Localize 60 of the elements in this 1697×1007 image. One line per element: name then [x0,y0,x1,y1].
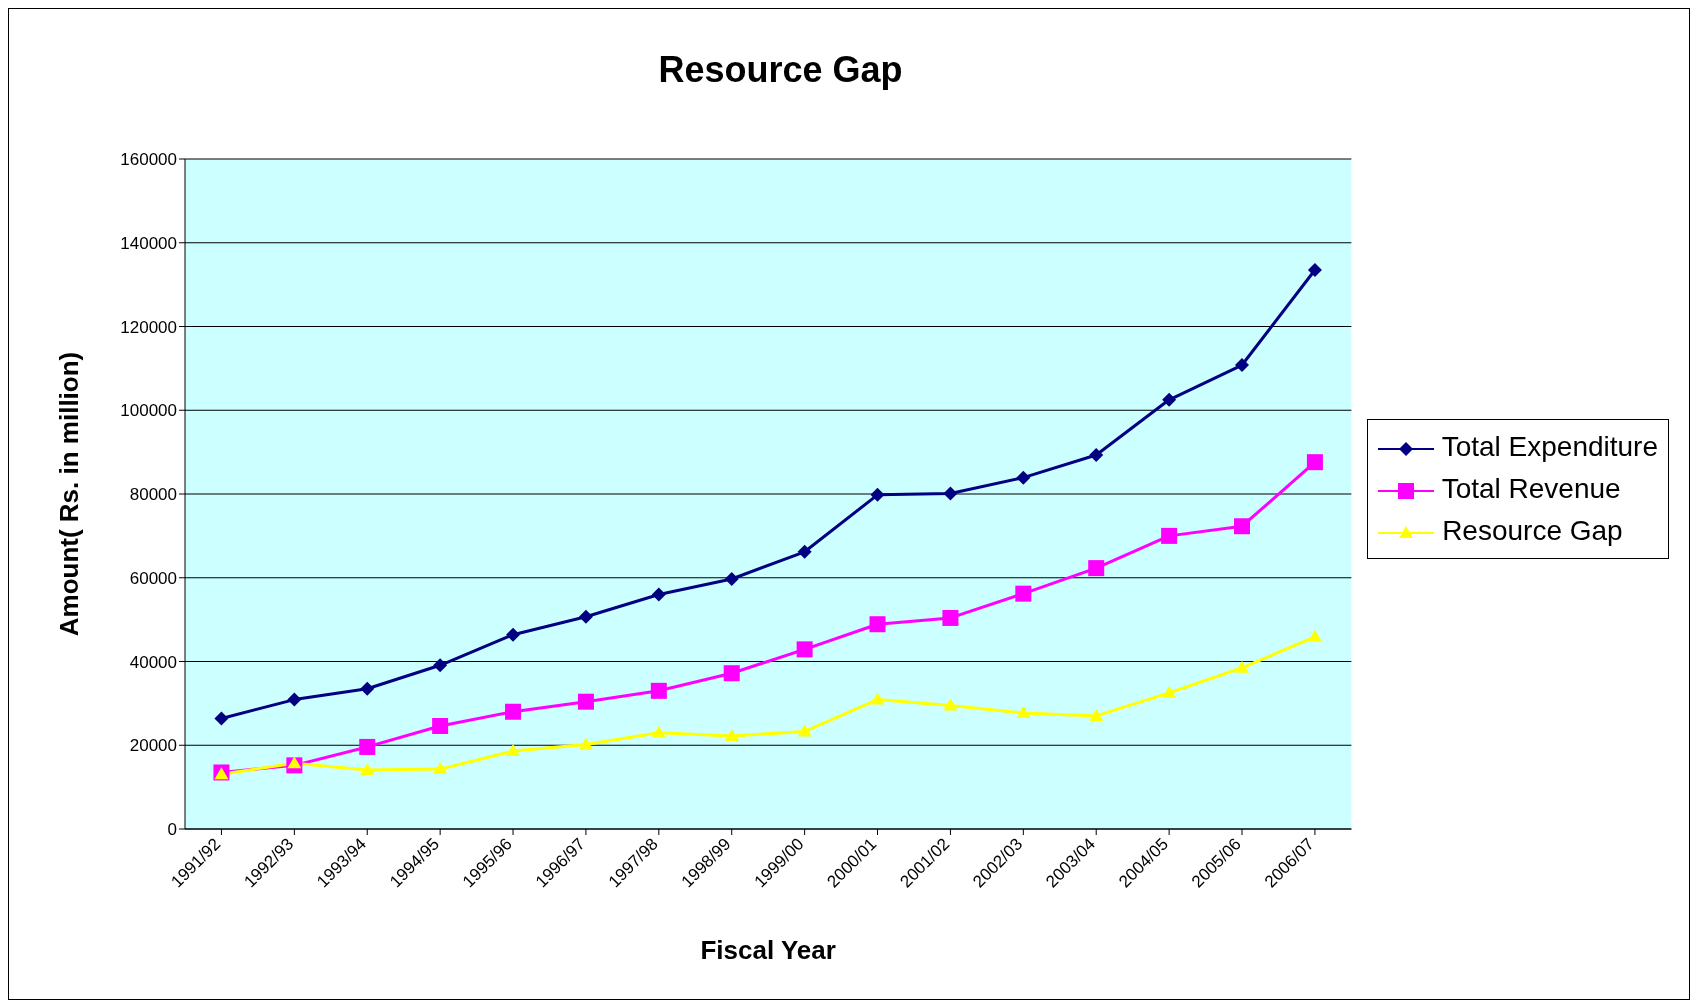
y-tick-label: 140000 [120,233,177,253]
point [1088,560,1105,577]
point [578,609,593,624]
point [651,587,666,602]
point [651,725,666,738]
point [1016,470,1031,485]
point [1162,392,1177,407]
point [506,627,521,642]
point [1307,629,1322,642]
point [724,729,739,742]
point [1015,585,1032,602]
chart-title: Resource Gap [657,49,904,91]
y-axis-title: Amount( Rs. in million) [54,351,85,637]
point [869,616,886,633]
legend-label: Total Revenue [1440,472,1622,506]
point [433,658,448,673]
point [797,724,812,737]
point [1161,527,1178,544]
y-tick-label: 160000 [120,150,177,170]
point [870,487,885,502]
point [724,572,739,587]
point [433,762,448,775]
y-tick-label: 0 [167,820,177,840]
point [943,698,958,711]
point [505,703,522,720]
legend-label: Resource Gap [1441,514,1624,548]
y-tick-label: 100000 [120,401,177,421]
point [1162,685,1177,698]
y-tick-label: 40000 [129,652,177,672]
y-tick-label: 120000 [120,317,177,337]
legend-label: Total Expenditure [1440,430,1658,464]
point [1016,706,1031,719]
point [360,762,375,775]
point [723,665,740,682]
point [287,692,302,707]
x-axis-title: Fiscal Year [700,935,836,965]
point [287,756,302,769]
point [1089,448,1104,463]
point [359,738,376,755]
point [577,693,594,710]
point [797,544,812,559]
point [870,692,885,705]
point [432,717,449,734]
point [650,682,667,699]
point [1306,454,1323,471]
point [942,609,959,626]
point [1234,518,1251,535]
point [1307,262,1322,277]
point [360,681,375,696]
point [1235,660,1250,673]
point [796,641,813,658]
point [506,744,521,757]
y-tick-label: 80000 [129,485,177,505]
y-tick-label: 20000 [129,736,177,756]
point [214,711,229,726]
point [943,486,958,501]
y-tick-label: 60000 [129,568,177,588]
point [1089,708,1104,721]
point [578,737,593,750]
point [1235,358,1250,373]
